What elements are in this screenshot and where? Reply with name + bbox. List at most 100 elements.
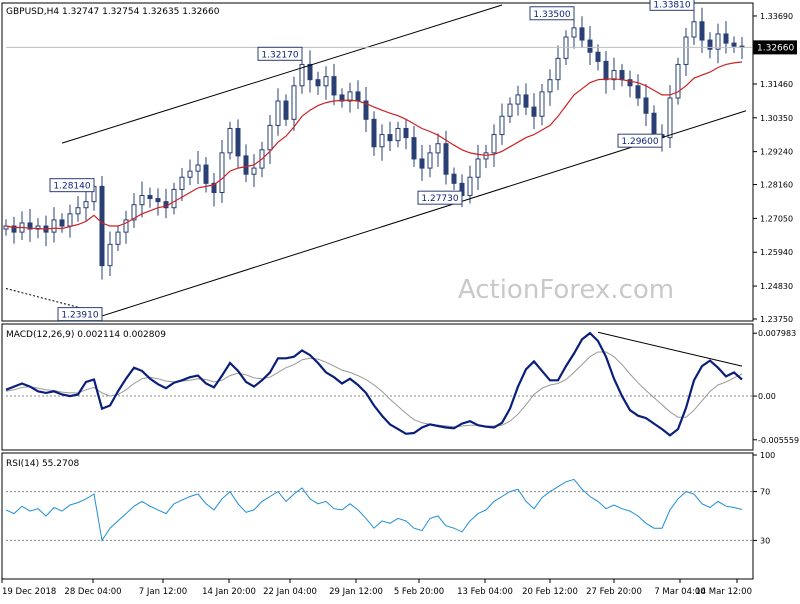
candle-body bbox=[611, 70, 617, 81]
price-panel-frame bbox=[1, 2, 754, 322]
candle-body bbox=[371, 118, 377, 148]
candle-body bbox=[683, 36, 689, 65]
current-price-tag bbox=[753, 40, 797, 55]
annotation-box bbox=[529, 6, 575, 21]
candle-body bbox=[555, 57, 561, 81]
candle-body bbox=[595, 51, 601, 62]
candle-body bbox=[355, 91, 361, 102]
price-ytick-label: 1.31460 bbox=[760, 80, 793, 89]
candle-body bbox=[467, 176, 473, 197]
rsi-ytick-label: 30 bbox=[760, 536, 770, 545]
annotation-box bbox=[417, 190, 463, 205]
price-ytick-label: 1.28160 bbox=[760, 181, 793, 190]
rsi-ytick-label: 100 bbox=[760, 451, 775, 460]
channel-upper-line bbox=[61, 4, 503, 144]
candle-body bbox=[299, 63, 305, 87]
xtick-label: 14 Jan 20:00 bbox=[202, 587, 256, 597]
rsi-line bbox=[5, 478, 743, 542]
candle-body bbox=[411, 137, 417, 160]
candle-body bbox=[179, 176, 185, 190]
candle-body bbox=[499, 115, 505, 136]
candle-body bbox=[507, 103, 513, 117]
xtick-label: 20 Feb 12:00 bbox=[522, 587, 578, 597]
annotation-box bbox=[649, 0, 695, 11]
macd-main-line bbox=[5, 331, 743, 437]
candle-body bbox=[99, 185, 105, 267]
candle-body bbox=[83, 201, 89, 209]
candle-body bbox=[267, 124, 273, 151]
candle-body bbox=[627, 79, 633, 87]
candle-body bbox=[435, 143, 441, 154]
candle-body bbox=[643, 97, 649, 114]
annotation-box bbox=[617, 133, 663, 148]
price-ytick-label: 1.29240 bbox=[760, 148, 793, 157]
candle-body bbox=[283, 100, 289, 120]
candle-body bbox=[691, 21, 697, 38]
candle-body bbox=[251, 167, 257, 175]
candle-body bbox=[587, 39, 593, 53]
rsi-layer bbox=[5, 478, 752, 542]
candle-body bbox=[379, 134, 385, 148]
candle-body bbox=[243, 155, 249, 175]
candle-body bbox=[155, 198, 161, 203]
rsi-header: RSI(14) 55.2708 bbox=[6, 459, 79, 469]
candle-body bbox=[731, 42, 737, 47]
annotation-label: 1.33810 bbox=[653, 0, 690, 10]
candle-body bbox=[515, 94, 521, 105]
candle-body bbox=[75, 207, 81, 215]
annotation-label: 1.33500 bbox=[533, 10, 570, 20]
price-ytick-label: 1.24830 bbox=[760, 282, 793, 291]
candle-body bbox=[667, 97, 673, 139]
macd-panel-frame bbox=[1, 323, 754, 451]
candle-body bbox=[619, 70, 625, 81]
candle-body bbox=[307, 63, 313, 81]
candle-body bbox=[195, 164, 201, 172]
annotation-label: 1.23910 bbox=[61, 311, 98, 321]
xtick-label: 7 Mar 04:00 bbox=[654, 587, 705, 597]
candle-body bbox=[131, 204, 137, 221]
rsi-panel-frame bbox=[1, 452, 754, 580]
candle-body bbox=[427, 152, 433, 169]
xtick-label: 22 Jan 04:00 bbox=[263, 587, 317, 597]
annotation-label: 1.32170 bbox=[261, 50, 298, 60]
candle-body bbox=[211, 182, 217, 193]
candle-body bbox=[523, 94, 529, 108]
candle-body bbox=[291, 85, 297, 120]
xtick-label: 13 Feb 04:00 bbox=[457, 587, 513, 597]
macd-ytick-label: 0.00 bbox=[758, 392, 776, 401]
candle-body bbox=[475, 158, 481, 178]
candle-body bbox=[315, 79, 321, 87]
watermark: ActionForex.com bbox=[458, 275, 674, 305]
annotation-label: 1.27730 bbox=[421, 194, 458, 204]
xtick-label: 29 Jan 12:00 bbox=[329, 587, 383, 597]
candle-body bbox=[323, 76, 329, 87]
macd-layer bbox=[5, 331, 752, 437]
candle-body bbox=[107, 243, 113, 267]
candle-body bbox=[723, 33, 729, 44]
xtick-label: 27 Feb 20:00 bbox=[586, 587, 642, 597]
candle-body bbox=[707, 39, 713, 50]
candle-body bbox=[387, 134, 393, 142]
xtick-label: 28 Dec 04:00 bbox=[64, 587, 121, 597]
candle-body bbox=[203, 164, 209, 184]
candle-body bbox=[235, 127, 241, 157]
candle-body bbox=[547, 79, 553, 93]
macd-header: MACD(12,26,9) 0.002114 0.002809 bbox=[6, 330, 166, 340]
candle-body bbox=[123, 219, 129, 233]
candle-body bbox=[571, 27, 577, 38]
candle-body bbox=[451, 173, 457, 184]
candle-body bbox=[419, 158, 425, 169]
candle-body bbox=[227, 127, 233, 154]
candle-body bbox=[275, 100, 281, 126]
xtick-label: 19 Dec 2018 bbox=[2, 587, 56, 597]
candle-body bbox=[51, 219, 57, 233]
candle-body bbox=[715, 33, 721, 50]
dotted-trend-line bbox=[5, 288, 103, 314]
candle-body bbox=[699, 21, 705, 41]
candle-body bbox=[531, 106, 537, 117]
moving-average-line bbox=[5, 61, 743, 230]
axis-layer: 1.33690 1.31460 1.30350 1.29240 1.28160 1.270… bbox=[1, 12, 799, 597]
candle-body bbox=[339, 94, 345, 102]
annotation-label: 1.29600 bbox=[621, 137, 658, 147]
candle-body bbox=[395, 127, 401, 142]
